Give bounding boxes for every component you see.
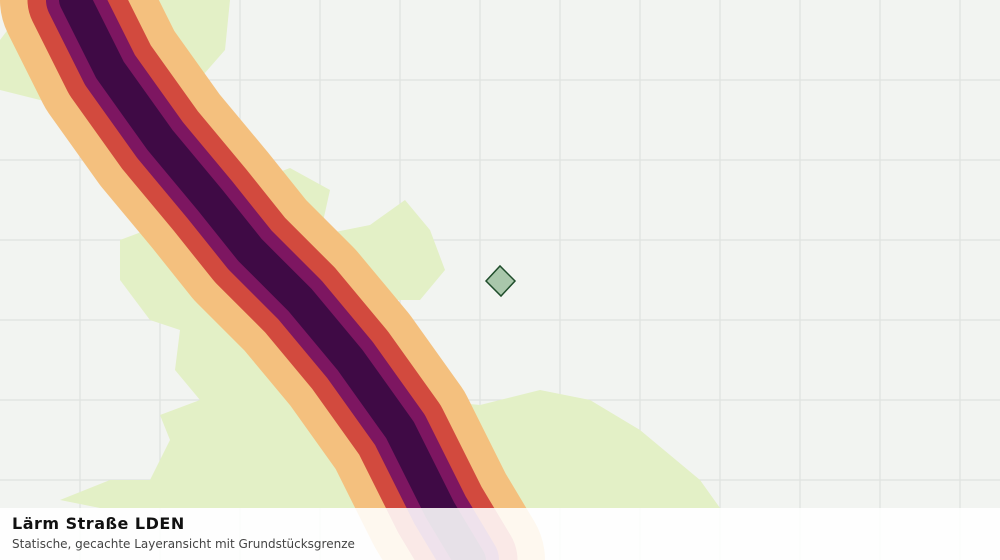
- layer-title: Lärm Straße LDEN: [12, 514, 185, 533]
- parcel-boundary[interactable]: [484, 264, 517, 298]
- noise-bands: [0, 0, 545, 560]
- noise-band-extreme: [59, 0, 486, 560]
- caption-bar: Lärm Straße LDEN Statische, gecachte Lay…: [0, 508, 1000, 560]
- layer-subtitle: Statische, gecachte Layeransicht mit Gru…: [12, 537, 355, 551]
